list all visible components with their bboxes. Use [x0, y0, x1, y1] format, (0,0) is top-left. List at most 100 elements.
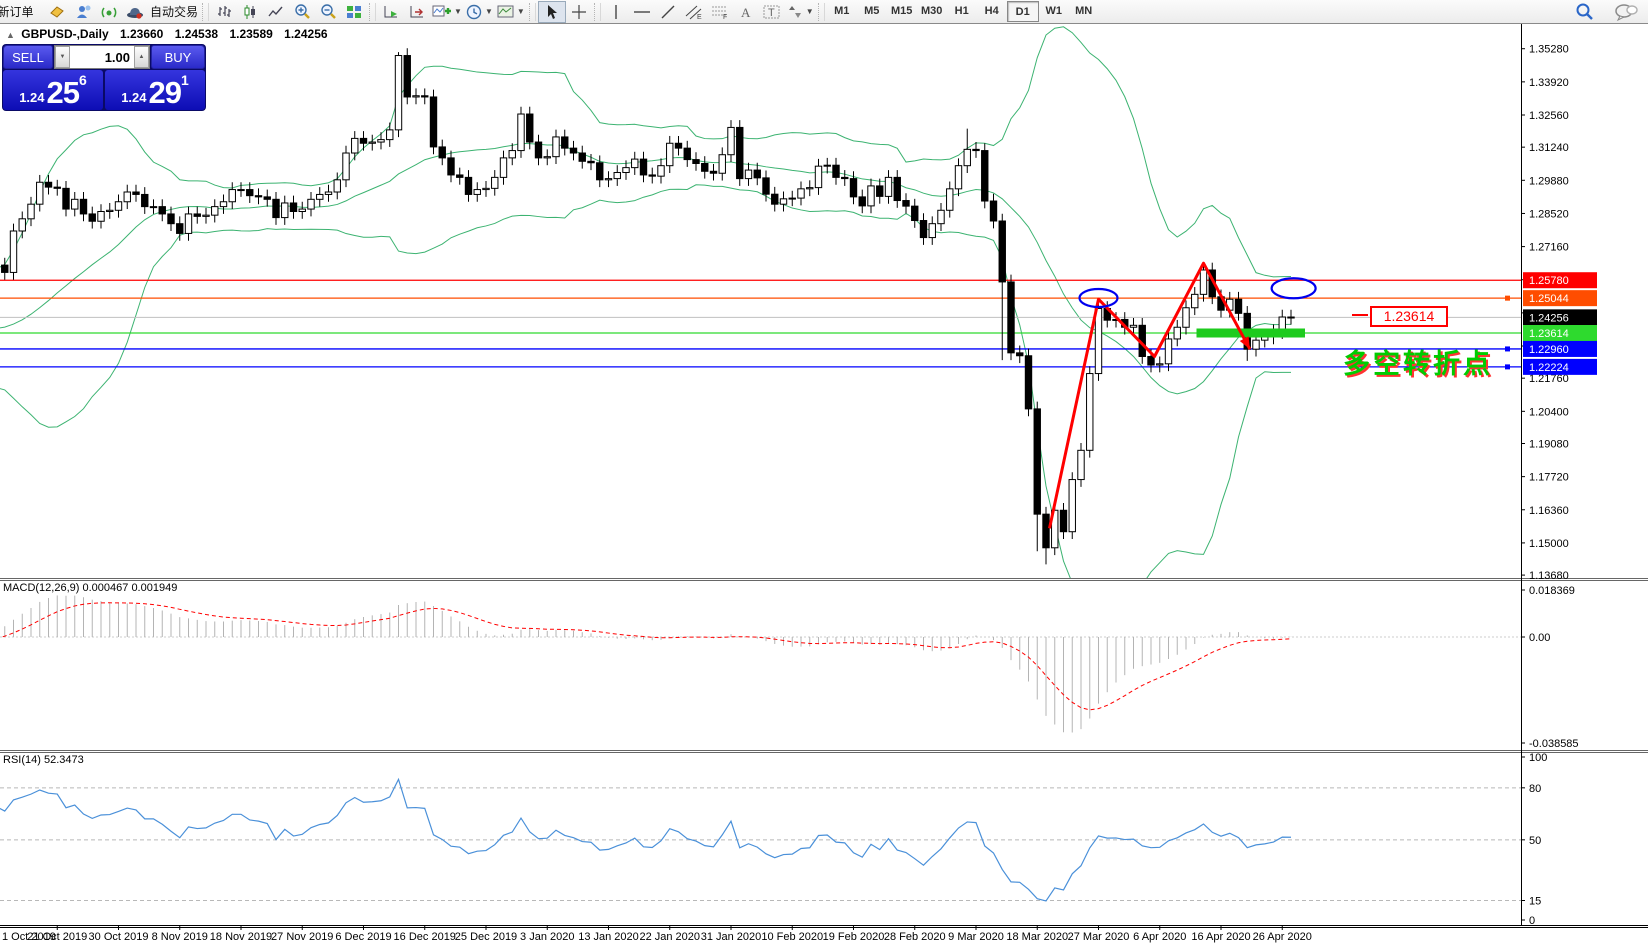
axis-tick-label: 1.32560 [1529, 110, 1569, 122]
vertical-line-icon[interactable] [603, 2, 629, 22]
candle-body [709, 170, 718, 174]
timeframe-button-m30[interactable]: M30 [921, 4, 943, 17]
zoom-out-icon[interactable] [315, 2, 341, 22]
candle-body [106, 209, 114, 212]
fibonacci-icon[interactable]: F [707, 2, 733, 22]
trendline-icon[interactable] [655, 2, 681, 22]
candle-body [429, 96, 438, 148]
sell-price[interactable]: 1.24 25 6 [3, 70, 103, 110]
date-label: 27 Mar 2020 [1068, 931, 1130, 943]
candle-body [596, 162, 604, 181]
candle-body [228, 189, 236, 203]
chart-shift-icon[interactable] [404, 2, 430, 22]
volume-input[interactable] [70, 46, 134, 68]
candle-body [753, 169, 761, 179]
text-label-icon[interactable]: T [759, 2, 785, 22]
rsi-scale-label: 100 [1529, 752, 1547, 764]
price-path-zigzag[interactable] [1048, 261, 1252, 529]
buy-button[interactable]: BUY [151, 45, 205, 69]
line-handle[interactable] [1505, 295, 1510, 301]
candle-body [456, 174, 464, 178]
candle-body [884, 176, 893, 197]
timeframe-button-m5[interactable]: M5 [864, 4, 880, 17]
signal-icon[interactable] [96, 2, 122, 22]
highlight-ellipse-2[interactable] [1270, 277, 1317, 300]
highlight-ellipse-1[interactable] [1078, 287, 1119, 309]
candle-body [727, 126, 735, 156]
candle-body [71, 198, 79, 210]
volume-control: ▼ ▲ [54, 45, 150, 69]
text-icon[interactable]: A [733, 2, 759, 22]
search-icon[interactable] [1572, 2, 1598, 22]
candle-body [587, 160, 595, 164]
macd-indicator-label: MACD(12,26,9) 0.000467 0.001949 [3, 582, 178, 594]
chart-collapse-icon[interactable]: ▲ [6, 30, 15, 40]
candle-body [281, 202, 289, 219]
autotrading-hat-icon[interactable] [122, 2, 148, 22]
auto-scroll-icon[interactable] [378, 2, 404, 22]
support-zone-bar[interactable] [1196, 328, 1306, 338]
timeframe-button-h1[interactable]: H1 [954, 4, 969, 17]
candle-body [491, 176, 499, 189]
candle-body [1156, 363, 1164, 366]
price-badge-label: 1.22960 [1529, 344, 1569, 356]
candle-body [517, 113, 525, 152]
volume-decrease-button[interactable]: ▼ [55, 46, 70, 68]
volume-increase-button[interactable]: ▲ [134, 46, 149, 68]
zoom-in-icon[interactable] [289, 2, 315, 22]
dropdown-caret-icon: ▼ [454, 7, 462, 16]
candle-body [464, 176, 473, 195]
dropdown-caret-icon: ▼ [484, 7, 493, 16]
candle-body [569, 147, 578, 154]
autotrading-button[interactable]: 自动交易 [148, 2, 200, 22]
arrows-icon[interactable]: ▼ [785, 2, 816, 22]
dropdown-caret-icon: ▼ [805, 7, 814, 16]
date-label: 26 Apr 2020 [1253, 931, 1312, 943]
support-price-callout[interactable]: 1.23614 [1370, 306, 1448, 327]
candle-body [526, 113, 534, 143]
candle-body [849, 178, 858, 198]
date-label: 30 Oct 2019 [89, 931, 149, 943]
equidistant-channel-icon[interactable]: E [681, 2, 707, 22]
bar-chart-icon[interactable] [211, 2, 237, 22]
new-order-icon[interactable] [44, 2, 70, 22]
line-handle[interactable] [1505, 346, 1510, 352]
sell-button[interactable]: SELL [3, 45, 53, 69]
buy-price[interactable]: 1.24 29 1 [105, 70, 205, 110]
timeframe-button-m15[interactable]: M15 [891, 4, 913, 17]
chat-icon[interactable] [1612, 2, 1640, 22]
timeframe-button-mn[interactable]: MN [1075, 4, 1093, 17]
new-order-button[interactable]: 新订单 [0, 2, 44, 22]
indicators-icon[interactable]: ▼ [430, 2, 464, 22]
periods-icon[interactable]: ▼ [464, 2, 495, 22]
community-icon[interactable] [70, 2, 96, 22]
candlestick-chart-icon[interactable] [237, 2, 263, 22]
line-handle[interactable] [1505, 364, 1510, 370]
date-label: 25 Dec 2019 [455, 931, 517, 943]
timeframe-button-h4[interactable]: H4 [984, 4, 999, 17]
cursor-icon[interactable] [537, 0, 566, 23]
candle-body [1068, 479, 1076, 533]
templates-icon[interactable]: ▼ [495, 2, 527, 22]
axis-tick-label: 1.19080 [1529, 438, 1569, 450]
crosshair-icon[interactable] [566, 2, 592, 22]
axis-tick-label: 1.16360 [1529, 505, 1569, 517]
candle-body [132, 191, 140, 195]
macd-scale-label: -0.038585 [1529, 738, 1579, 750]
horizontal-line-icon[interactable] [629, 2, 655, 22]
line-chart-icon[interactable] [263, 2, 289, 22]
timeframe-button-d1[interactable]: D1 [1006, 1, 1039, 22]
candle-body [1024, 355, 1033, 410]
price-badge [1523, 325, 1597, 342]
toolbar-separator [593, 2, 601, 21]
timeframe-button-m1[interactable]: M1 [834, 4, 850, 17]
rsi-pane [0, 777, 1521, 902]
timeframe-button-w1[interactable]: W1 [1045, 4, 1062, 17]
candle-body [403, 55, 411, 98]
candle-body [1129, 324, 1138, 328]
tile-windows-icon[interactable] [341, 2, 367, 22]
axis-tick-label: 1.31240 [1529, 142, 1569, 154]
